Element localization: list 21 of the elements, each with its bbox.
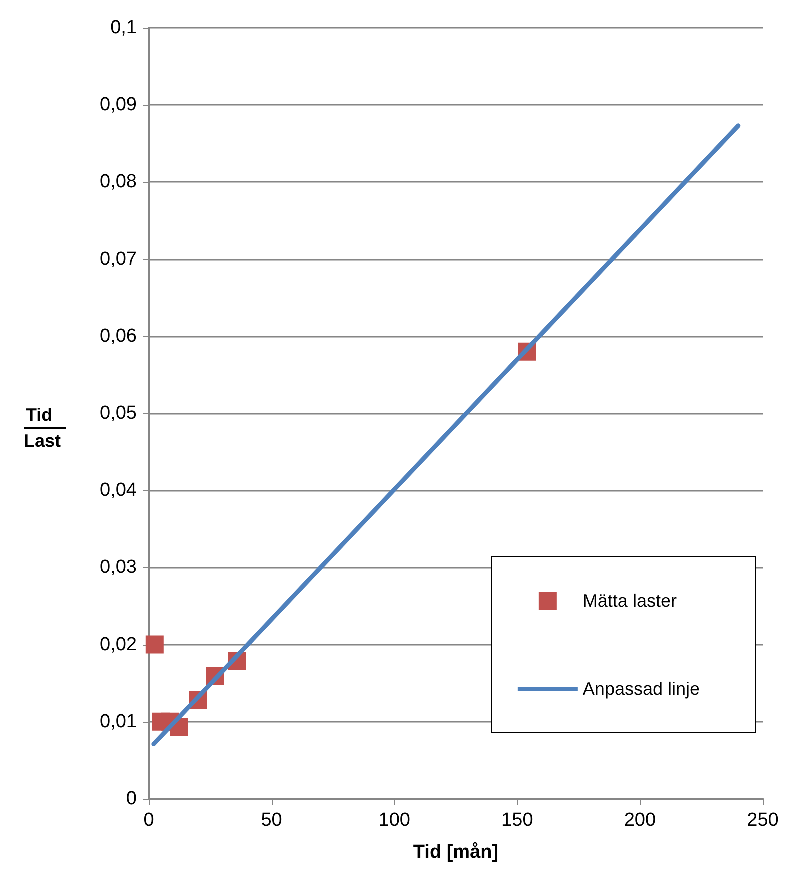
y-tick-label: 0,06	[100, 326, 137, 347]
x-tick-label: 200	[624, 810, 656, 831]
x-tick-label: 50	[261, 810, 282, 831]
x-tick-label: 0	[144, 810, 154, 831]
y-tick-label: 0	[126, 788, 137, 810]
y-tick-label: 0,04	[100, 480, 138, 502]
y-tick-label: 0,03	[100, 557, 137, 578]
y-tick-label: 0,08	[100, 172, 137, 193]
x-tick-label: 100	[378, 810, 410, 831]
y-tick-label: 0,09	[100, 94, 137, 116]
x-axis-title: Tid [mån]	[413, 842, 499, 863]
x-tick-label: 150	[502, 810, 534, 831]
y-tick-label: 0,05	[100, 403, 137, 424]
y-tick-label: 0,02	[100, 634, 137, 656]
y-axis-title: Tid Last	[24, 405, 62, 451]
legend-label: Anpassad linje	[582, 679, 700, 699]
legend-label: Mätta laster	[582, 591, 677, 611]
x-tick-label: 250	[747, 810, 779, 831]
y-tick-label: 0,07	[100, 248, 137, 270]
y-tick-label: 0,1	[110, 18, 137, 38]
y-tick-label: 0,01	[100, 711, 137, 732]
